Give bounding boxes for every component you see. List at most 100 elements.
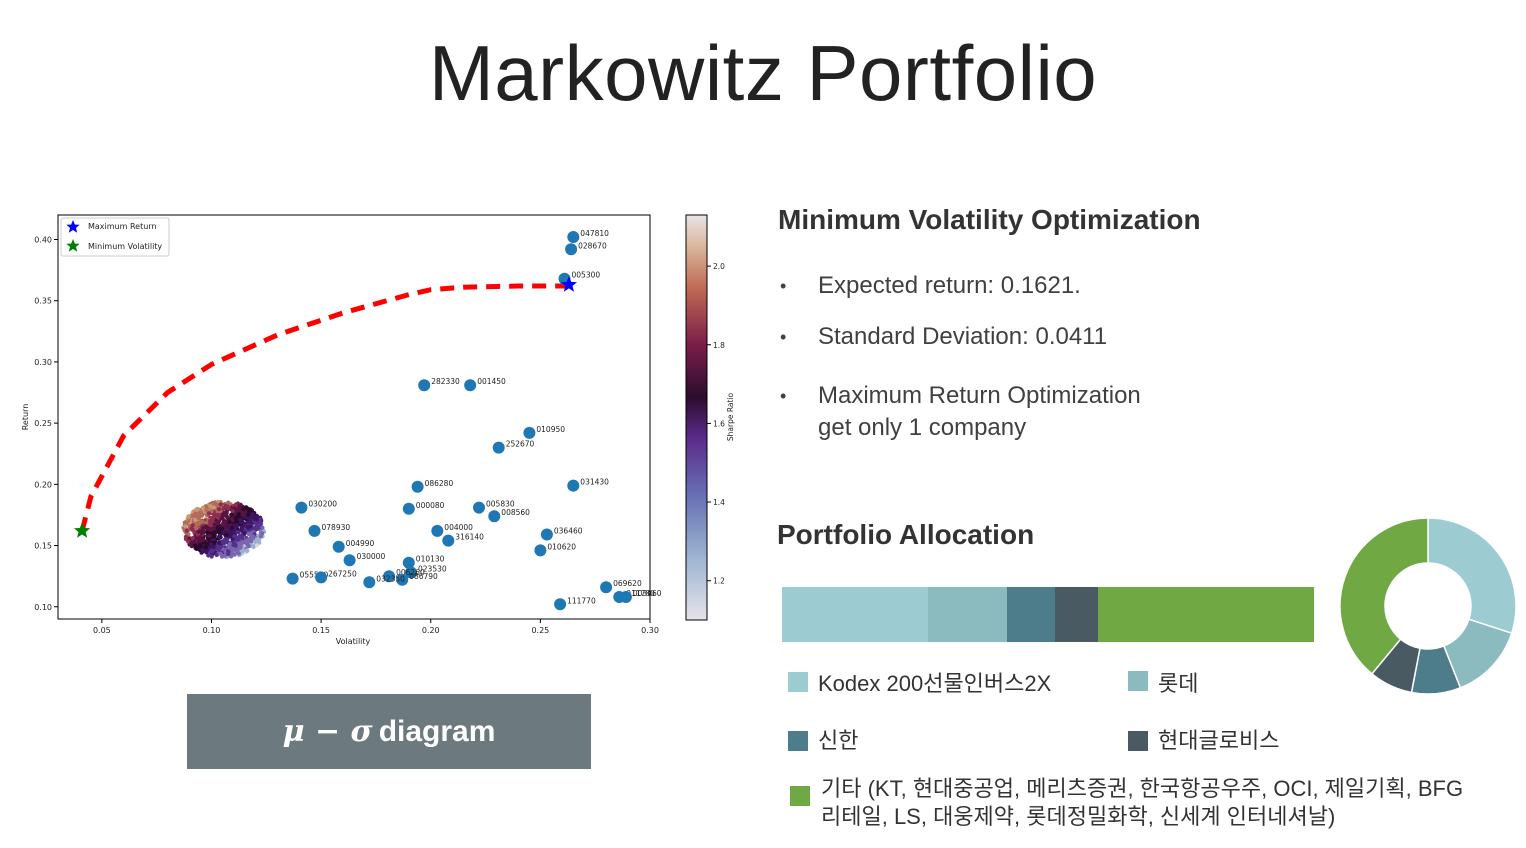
stock-point	[315, 571, 328, 584]
random-portfolio-point	[246, 512, 251, 517]
stock-point	[286, 572, 299, 585]
legend-max-return: Maximum Return	[88, 222, 157, 231]
bullet-dot: •	[780, 327, 787, 347]
stock-points: 047810 028670 005300 282330 001450 0109502526…	[286, 229, 662, 611]
random-portfolio-point	[227, 520, 232, 525]
random-portfolio-point	[235, 514, 240, 519]
y-tick-label: 0.25	[34, 419, 52, 428]
legend-swatch-hyundai-glovis	[1128, 731, 1148, 751]
random-portfolio-point	[196, 529, 201, 534]
stock-label: 086790	[409, 572, 438, 581]
min-volatility-heading: Minimum Volatility Optimization	[778, 204, 1201, 235]
random-portfolio-point	[240, 539, 245, 545]
random-portfolio-point	[241, 506, 246, 511]
legend-label-hyundai-glovis: 현대글로비스	[1158, 728, 1280, 753]
stock-label: 003060	[633, 589, 662, 598]
stock-label: 267250	[328, 569, 357, 578]
random-portfolio-point	[227, 545, 232, 551]
random-portfolio-point	[230, 509, 235, 514]
stock-point	[488, 510, 501, 523]
stock-label: 023530	[418, 565, 447, 574]
mu-sigma-diagram-caption: μ − σ diagram	[187, 694, 591, 769]
random-portfolio-point	[222, 511, 227, 516]
alloc-seg-kodex	[782, 587, 929, 642]
random-portfolio-point	[183, 534, 188, 539]
random-portfolio-point	[222, 541, 227, 546]
random-portfolio-point	[215, 545, 220, 550]
colorbar	[685, 214, 708, 621]
stock-point	[534, 544, 547, 557]
legend-swatch-shinhan	[788, 731, 808, 751]
random-portfolio-point	[217, 529, 222, 534]
stock-point	[343, 554, 356, 567]
stock-point	[619, 591, 632, 603]
random-portfolio-point	[233, 543, 238, 548]
random-portfolio-point	[237, 505, 242, 510]
stock-point	[332, 540, 345, 553]
stock-label: 111770	[567, 596, 596, 605]
y-tick-label: 0.20	[34, 480, 52, 489]
random-portfolio-point	[207, 522, 212, 527]
random-portfolio-point	[208, 542, 213, 547]
random-portfolio-point	[212, 513, 217, 518]
random-portfolio-point	[237, 543, 242, 548]
random-portfolio-point	[245, 524, 251, 529]
max-return-note-line1: Maximum Return Optimization	[818, 382, 1141, 409]
chart-legend: Maximum Return Minimum Volatility	[60, 217, 170, 257]
stock-point	[295, 501, 308, 514]
max-return-legend-star	[66, 220, 80, 233]
legend-label-shinhan: 신한	[818, 728, 859, 753]
legend-swatch-kodex	[788, 672, 808, 692]
random-portfolio-point	[235, 548, 240, 553]
random-portfolio-point	[248, 509, 253, 514]
random-portfolio-point	[232, 552, 237, 557]
random-portfolio-point	[258, 517, 263, 522]
optimal-markers	[74, 276, 577, 538]
random-portfolio-point	[255, 517, 260, 522]
stock-point	[473, 501, 485, 514]
stock-point	[418, 379, 431, 392]
random-portfolio-point	[208, 504, 213, 509]
random-portfolio-point	[236, 551, 241, 556]
random-portfolio-point	[226, 529, 231, 534]
random-portfolio-point	[190, 523, 195, 528]
axis-ticks: 0.05 0.10 0.15 0.20 0.25 0.30 0.10 0.15 0.20 0.25…	[34, 235, 659, 635]
legend-label-others: 기타 (KT, 현대중공업, 메리츠증권, 한국항공우주, OCI, 제일기획,…	[821, 776, 1464, 829]
legend-label-kodex: Kodex 200선물인버스2X	[818, 671, 1052, 696]
stock-label: 001450	[477, 377, 506, 386]
random-portfolio-point	[224, 514, 229, 519]
random-portfolio-point	[244, 538, 249, 543]
stock-label: 008560	[501, 508, 530, 517]
random-portfolio-point	[207, 533, 212, 539]
random-portfolio-point	[201, 506, 206, 511]
random-portfolio-point	[239, 510, 245, 515]
random-portfolio-point	[232, 523, 237, 528]
x-axis-label: Volatility	[336, 637, 371, 646]
random-portfolio-point	[218, 502, 223, 507]
random-portfolio-point	[201, 525, 206, 531]
random-portfolio-point	[211, 537, 216, 542]
stock-point	[492, 441, 505, 454]
x-tick-label: 0.25	[531, 626, 549, 635]
colorbar-tick-label: 1.4	[713, 498, 725, 507]
diagram-caption-text: diagram	[378, 714, 496, 748]
random-portfolio-point	[222, 523, 227, 528]
random-portfolio-point	[204, 541, 209, 547]
random-portfolio-point	[248, 531, 253, 536]
bullet-dot: •	[780, 386, 787, 406]
random-portfolio-point	[205, 530, 210, 535]
stock-label: 252670	[506, 440, 535, 449]
stock-label: 000080	[416, 501, 445, 510]
stock-label: 078930	[322, 523, 351, 532]
random-portfolio-point	[258, 521, 263, 526]
random-portfolio-point	[216, 507, 222, 512]
min-volatility-star	[74, 522, 91, 538]
random-portfolio-point	[223, 526, 228, 531]
stock-point	[363, 576, 376, 589]
colorbar-tick-label: 1.6	[713, 419, 725, 428]
random-portfolio-point	[242, 521, 247, 526]
alloc-seg-hyundai-glovis	[1054, 587, 1098, 642]
stock-point	[411, 480, 424, 493]
random-portfolio-point	[186, 539, 191, 544]
legend-label-lotte: 롯데	[1158, 671, 1199, 696]
